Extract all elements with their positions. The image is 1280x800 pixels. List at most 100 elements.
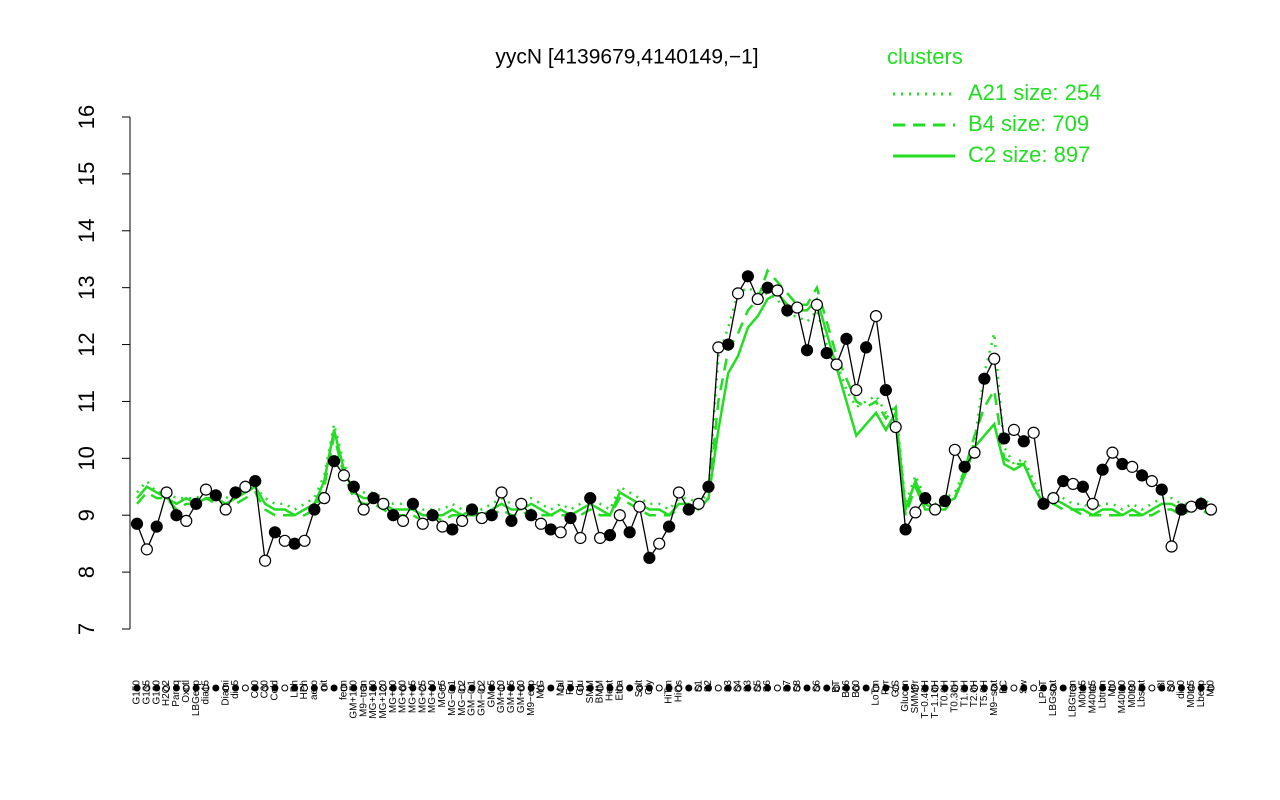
data-point [396,514,410,528]
x-tick-label: Mal [555,680,566,696]
category-marker [310,684,318,692]
category-marker [419,684,427,692]
y-tick-label: 14 [74,219,99,243]
x-tick-label: T5.0H [979,680,990,707]
x-tick-label: S1 [693,680,704,693]
x-tick-label: ferm [339,680,350,700]
data-point [465,503,479,516]
category-marker [1000,684,1008,692]
category-marker [724,684,732,692]
category-marker [448,684,456,692]
category-marker [695,684,703,692]
data-point [150,520,163,533]
x-tick-label: G/S [890,680,901,698]
x-tick-label: BC [999,680,1010,694]
data-point [140,543,153,556]
data-point [889,420,902,434]
category-marker [281,684,289,692]
data-point [426,509,439,522]
data-point [1126,460,1139,473]
x-tick-label: S6 [762,680,773,693]
x-tick-label: LBGstat [1048,680,1059,716]
category-marker [823,684,831,692]
x-tick-label: T0.30H [949,680,960,713]
x-tick-label: S4 [733,680,744,693]
category-marker [1187,684,1195,692]
data-point [180,514,193,528]
category-marker [773,684,781,692]
x-tick-label: HPh [299,680,310,699]
x-tick-label: T2.0H [969,680,980,707]
data-point [820,346,833,360]
x-tick-label: nit [319,680,330,691]
x-tick-label: Cold [270,680,281,701]
data-point [327,455,341,468]
category-marker [202,684,210,692]
category-marker [212,684,220,692]
category-marker [675,684,683,692]
category-marker [1207,684,1215,692]
category-marker [1089,684,1097,692]
x-tick-label: MG+45 [408,680,419,714]
x-tick-label: GM+5 [486,680,497,708]
data-point [791,301,804,314]
x-tick-label: LBGtran [1068,680,1079,717]
legend-label: C2 size: 897 [968,142,1090,167]
x-tick-label: MG−0.2 [457,680,468,716]
data-point [869,310,883,323]
x-tick-label: Gly [644,680,655,695]
data-point [1076,480,1090,493]
x-tick-label: Sw [1018,679,1029,694]
category-marker [1158,684,1166,692]
category-marker [369,684,377,692]
x-tick-label: T0.0H [940,680,951,707]
x-tick-label: GM−0.2 [477,680,488,716]
data-point [722,338,735,351]
x-tick-label: Salt [634,680,645,697]
x-tick-label: M9−stat [989,680,1000,716]
x-tick-label: T−0.40H [920,680,931,719]
category-marker [468,684,476,692]
data-point [741,270,754,283]
category-marker [862,684,870,692]
x-tick-label: GM+60 [516,680,527,714]
category-marker [803,684,811,692]
x-tick-label: GM−0.1 [467,680,478,716]
data-point [919,492,932,505]
data-point [899,523,912,536]
x-tick-label: GM+25 [506,680,517,714]
data-point [387,509,400,522]
data-point [988,352,1001,365]
legend-label: B4 size: 709 [968,111,1089,136]
x-tick-label: M40t45 [1087,680,1098,714]
category-marker [783,684,791,692]
data-line [136,274,1212,561]
category-marker [586,684,594,692]
data-point [564,511,577,525]
data-point [515,497,528,510]
data-point [909,506,922,519]
data-point [209,489,222,502]
category-marker [172,684,180,692]
x-tick-label: B36 [841,680,852,698]
data-point [968,446,981,459]
category-marker [616,684,624,692]
data-point [377,497,390,510]
category-marker [793,684,801,692]
category-marker [438,684,446,692]
category-marker [1148,684,1156,692]
x-tick-label: G150 [132,680,143,705]
x-tick-label: LoTm [871,680,882,706]
data-point [170,509,183,522]
category-marker [596,684,604,692]
category-marker [320,684,328,692]
category-marker [1099,684,1107,692]
category-marker [143,684,151,692]
x-tick-label: LPhT [1038,680,1049,704]
data-point [1106,446,1119,459]
category-marker [606,684,614,692]
category-marker [527,684,535,692]
data-point [130,517,144,530]
x-tick-label: M0t45 [1186,680,1197,708]
data-point [525,509,538,522]
